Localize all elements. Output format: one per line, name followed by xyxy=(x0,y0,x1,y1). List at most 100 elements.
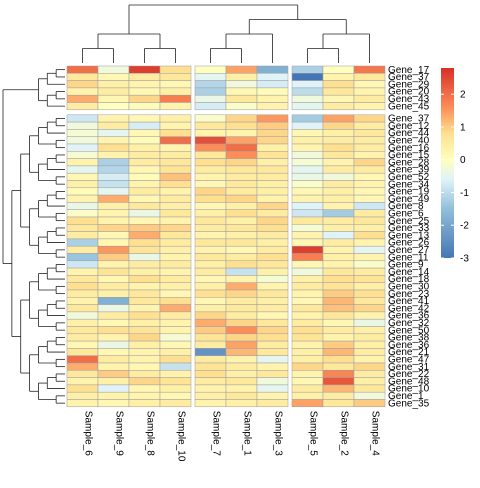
heatmap-cell-36-3 xyxy=(159,333,192,342)
heatmap-cell-16-0 xyxy=(66,187,99,196)
row-label: Gene_32 xyxy=(388,318,430,329)
heatmap-cell-40-9 xyxy=(353,362,386,371)
heatmap-cell-30-0 xyxy=(66,289,99,298)
heatmap-cell-21-6 xyxy=(256,224,289,232)
column-label: Sample_1 xyxy=(242,411,253,456)
heatmap-cell-17-4 xyxy=(194,194,227,203)
heatmap-cell-15-0 xyxy=(66,180,99,189)
heatmap-cell-45-3 xyxy=(159,399,192,408)
heatmap-cell-13-3 xyxy=(159,165,192,174)
heatmap-cell-19-6 xyxy=(256,209,289,218)
heatmap-cell-9-7 xyxy=(291,136,324,145)
heatmap-cell-20-5 xyxy=(225,216,258,225)
heatmap-cell-41-5 xyxy=(225,370,258,378)
heatmap-cell-39-7 xyxy=(291,355,324,364)
heatmap-cell-15-8 xyxy=(322,180,355,189)
heatmap-cell-5-9 xyxy=(353,102,386,111)
column-label: Sample_4 xyxy=(370,411,381,456)
heatmap-cell-16-8 xyxy=(322,187,355,196)
legend-tick-label: 1 xyxy=(460,122,466,133)
heatmap-cell-38-0 xyxy=(66,348,99,356)
column-label: Sample_6 xyxy=(83,411,94,456)
heatmap-cell-34-5 xyxy=(225,318,258,327)
row-label: Gene_26 xyxy=(388,238,430,249)
heatmap-cell-26-1 xyxy=(97,260,130,269)
heatmap-cell-25-4 xyxy=(194,253,227,262)
heatmap-cell-3-0 xyxy=(66,87,99,96)
heatmap-cell-15-4 xyxy=(194,180,227,189)
row-label: Gene_28 xyxy=(388,157,430,168)
heatmap-cell-25-8 xyxy=(322,253,355,262)
heatmap-cell-6-9 xyxy=(353,114,386,123)
heatmap-cell-32-4 xyxy=(194,304,227,313)
row-label: Gene_6 xyxy=(388,209,424,220)
heatmap-cell-31-1 xyxy=(97,297,130,305)
row-label: Gene_30 xyxy=(388,282,430,293)
heatmap-cell-15-9 xyxy=(353,180,386,189)
heatmap-cell-23-2 xyxy=(128,238,161,247)
heatmap-cell-43-4 xyxy=(194,384,227,393)
heatmap-cell-10-1 xyxy=(97,143,130,152)
heatmap-cell-0-2 xyxy=(128,65,161,74)
heatmap-cell-5-3 xyxy=(159,102,192,111)
heatmap-cell-42-4 xyxy=(194,377,227,386)
heatmap-cell-4-7 xyxy=(291,94,324,103)
heatmap-cell-13-5 xyxy=(225,165,258,174)
row-label: Gene_11 xyxy=(388,252,429,263)
heatmap-cell-1-8 xyxy=(322,73,355,81)
heatmap-cell-44-3 xyxy=(159,391,192,400)
heatmap-cell-18-8 xyxy=(322,202,355,210)
heatmap-cell-14-5 xyxy=(225,172,258,181)
heatmap-cell-41-6 xyxy=(256,370,289,378)
row-label: Gene_38 xyxy=(388,333,430,344)
row-label: Gene_39 xyxy=(388,165,430,176)
heatmap-cell-7-4 xyxy=(194,121,227,130)
heatmap-cell-21-1 xyxy=(97,224,130,232)
heatmap-cell-39-1 xyxy=(97,355,130,364)
row-label: Gene_25 xyxy=(388,216,430,227)
heatmap-cell-14-2 xyxy=(128,172,161,181)
heatmap-cell-33-1 xyxy=(97,311,130,320)
heatmap-cell-11-4 xyxy=(194,151,227,159)
heatmap-cell-8-8 xyxy=(322,129,355,137)
heatmap-cell-10-2 xyxy=(128,143,161,152)
heatmap-cell-45-0 xyxy=(66,399,99,408)
heatmap-cell-12-8 xyxy=(322,158,355,167)
heatmap-cell-4-2 xyxy=(128,94,161,103)
heatmap-cell-8-0 xyxy=(66,129,99,137)
legend-tick-label: 0 xyxy=(460,155,466,166)
heatmap-cell-36-1 xyxy=(97,333,130,342)
heatmap-cell-14-6 xyxy=(256,172,289,181)
heatmap-cell-38-8 xyxy=(322,348,355,356)
heatmap-cell-20-0 xyxy=(66,216,99,225)
heatmap-cell-22-9 xyxy=(353,231,386,240)
heatmap-cell-23-4 xyxy=(194,238,227,247)
heatmap-cell-0-8 xyxy=(322,65,355,74)
heatmap-cell-40-8 xyxy=(322,362,355,371)
heatmap-cell-28-8 xyxy=(322,275,355,283)
row-label: Gene_13 xyxy=(388,230,430,241)
heatmap-cell-30-6 xyxy=(256,289,289,298)
heatmap-cell-35-3 xyxy=(159,326,192,335)
heatmap-cell-7-5 xyxy=(225,121,258,130)
heatmap-cell-0-6 xyxy=(256,65,289,74)
heatmap-cell-20-8 xyxy=(322,216,355,225)
heatmap-cell-43-1 xyxy=(97,384,130,393)
heatmap-cell-22-4 xyxy=(194,231,227,240)
heatmap-cell-34-6 xyxy=(256,318,289,327)
heatmap-cell-14-3 xyxy=(159,172,192,181)
heatmap-cell-28-5 xyxy=(225,275,258,283)
heatmap-cell-17-3 xyxy=(159,194,192,203)
heatmap-cell-10-6 xyxy=(256,143,289,152)
heatmap-cell-39-5 xyxy=(225,355,258,364)
heatmap-cell-0-3 xyxy=(159,65,192,74)
column-label: Sample_8 xyxy=(145,411,156,456)
heatmap-cell-34-2 xyxy=(128,318,161,327)
heatmap-cell-18-6 xyxy=(256,202,289,210)
heatmap-cell-1-9 xyxy=(353,73,386,81)
heatmap-cell-15-1 xyxy=(97,180,130,189)
heatmap-cell-39-0 xyxy=(66,355,99,364)
heatmap-cell-31-8 xyxy=(322,297,355,305)
heatmap-cell-25-2 xyxy=(128,253,161,262)
heatmap-cell-22-3 xyxy=(159,231,192,240)
